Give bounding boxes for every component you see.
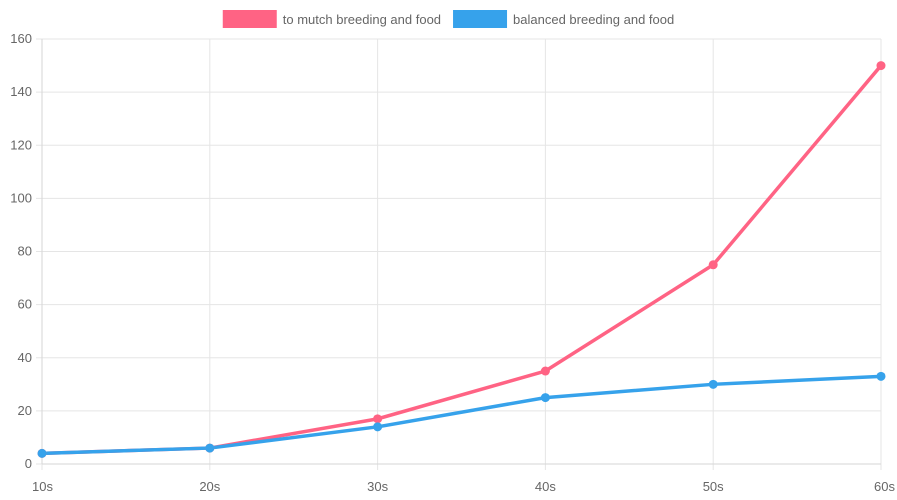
y-tick-label: 80 xyxy=(18,244,32,259)
legend-item-1[interactable]: to mutch breeding and food xyxy=(222,10,441,28)
legend-swatch xyxy=(453,10,508,28)
legend-label: balanced breeding and food xyxy=(513,12,674,27)
data-point[interactable] xyxy=(540,393,550,403)
data-point[interactable] xyxy=(708,379,718,389)
legend: to mutch breeding and food balanced breed… xyxy=(222,10,674,28)
x-tick-label: 50s xyxy=(703,479,724,494)
series-lines xyxy=(40,63,883,456)
y-tick-label: 0 xyxy=(25,456,32,471)
grid-lines xyxy=(36,38,882,470)
x-tick-label: 30s xyxy=(367,479,388,494)
y-tick-label: 20 xyxy=(18,403,32,418)
y-axis-ticks: 0 20 40 60 80 100 120 140 160 xyxy=(10,31,32,471)
data-point[interactable] xyxy=(876,371,886,381)
legend-swatch xyxy=(222,10,277,28)
x-tick-label: 60s xyxy=(874,479,895,494)
data-point[interactable] xyxy=(708,260,718,270)
data-point[interactable] xyxy=(540,366,550,376)
x-tick-label: 10s xyxy=(32,479,53,494)
legend-item-2[interactable]: balanced breeding and food xyxy=(453,10,674,28)
y-tick-label: 120 xyxy=(10,137,32,152)
y-tick-label: 60 xyxy=(18,297,32,312)
y-tick-label: 100 xyxy=(10,190,32,205)
data-point[interactable] xyxy=(373,414,383,424)
y-tick-label: 140 xyxy=(10,84,32,99)
data-point[interactable] xyxy=(37,448,47,458)
x-tick-label: 40s xyxy=(535,479,556,494)
data-point[interactable] xyxy=(876,61,886,71)
series-line-2 xyxy=(40,374,883,456)
data-point[interactable] xyxy=(205,443,215,453)
y-tick-label: 160 xyxy=(10,31,32,46)
legend-label: to mutch breeding and food xyxy=(283,12,441,27)
x-tick-label: 20s xyxy=(199,479,220,494)
data-point[interactable] xyxy=(373,422,383,432)
x-axis-ticks: 10s 20s 30s 40s 50s 60s xyxy=(32,479,895,494)
axes xyxy=(41,39,881,465)
y-tick-label: 40 xyxy=(18,350,32,365)
data-points xyxy=(37,61,886,458)
series-line-1 xyxy=(40,63,883,456)
